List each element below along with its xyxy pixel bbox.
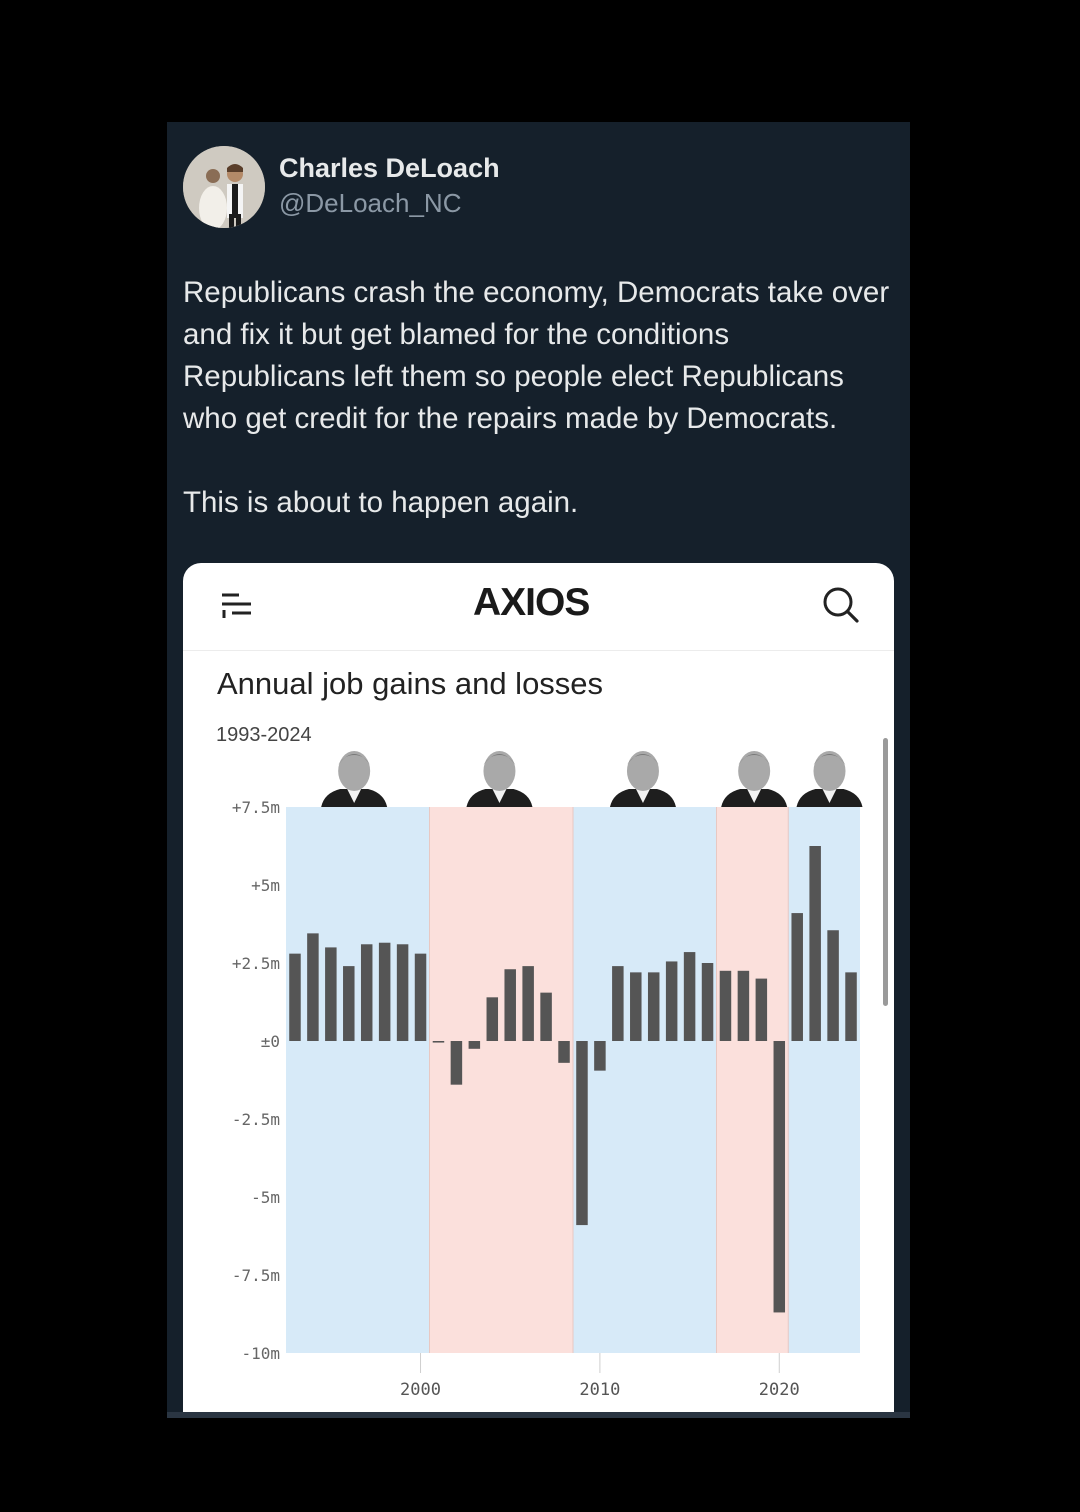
card-scrollbar[interactable] — [883, 738, 888, 1006]
bar-2013 — [647, 972, 660, 1041]
embedded-image-card[interactable]: AXIOS Annual job gains and losses 1993-2… — [183, 563, 894, 1418]
bar-2007 — [540, 992, 552, 1041]
portrait-collar — [347, 789, 362, 803]
menu-icon[interactable] — [219, 590, 255, 620]
job-gains-chart: +7.5m +5m +2.5m ±0 -2.5m -5m -7.5m -10m 2000 201… — [232, 751, 863, 1400]
portrait-collar — [822, 789, 837, 803]
bar-1997 — [360, 944, 373, 1041]
tweet-paragraph-2: This is about to happen again. — [183, 486, 579, 519]
x-tick-label: 2000 — [400, 1380, 441, 1400]
bar-2006 — [522, 966, 534, 1041]
bar-2016 — [701, 963, 714, 1041]
portrait-face — [626, 751, 659, 791]
bar-2012 — [630, 972, 642, 1041]
x-tick-label: 2010 — [579, 1380, 620, 1400]
portrait-hair — [483, 754, 516, 765]
portrait-face — [813, 751, 846, 791]
bar-1993 — [289, 953, 301, 1041]
bar-1998 — [378, 942, 391, 1041]
bar-2001 — [432, 1041, 445, 1043]
president-portrait-2 — [466, 751, 533, 807]
bar-2024 — [845, 972, 857, 1041]
author-avatar[interactable] — [183, 146, 265, 228]
bar-2008 — [558, 1041, 570, 1063]
president-portraits — [321, 751, 863, 807]
portrait-face — [483, 751, 516, 791]
president-portrait-3 — [609, 751, 676, 807]
bar-2009 — [576, 1041, 588, 1226]
president-portrait-5 — [796, 751, 863, 807]
bar-1995 — [325, 947, 337, 1041]
y-tick-label: -5m — [251, 1188, 280, 1207]
x-tick-label: 2020 — [759, 1380, 800, 1400]
y-tick-label: -7.5m — [232, 1266, 280, 1285]
y-tick-label: ±0 — [261, 1032, 280, 1051]
chart-title: Annual job gains and losses — [217, 666, 604, 701]
portrait-hair — [738, 754, 771, 765]
x-axis: 2000 2010 2020 — [400, 1353, 800, 1400]
administration-shading — [286, 807, 860, 1353]
bar-2022 — [809, 846, 821, 1041]
president-portrait-4 — [721, 751, 788, 807]
y-tick-label: +2.5m — [232, 954, 280, 973]
tweet-paragraph-1: Republicans crash the economy, Democrats… — [183, 276, 890, 435]
portrait-collar — [635, 789, 650, 803]
y-tick-label: -2.5m — [232, 1110, 280, 1129]
shade-democratic-4 — [788, 807, 860, 1353]
bar-2020 — [773, 1041, 786, 1313]
bar-2002 — [450, 1041, 463, 1085]
shade-democratic-2 — [573, 807, 717, 1353]
bar-2010 — [594, 1041, 606, 1071]
president-portrait-1 — [321, 751, 388, 807]
portrait-hair — [338, 754, 371, 765]
author-name[interactable]: Charles DeLoach — [279, 153, 500, 183]
bar-2005 — [504, 969, 516, 1041]
bar-1994 — [307, 933, 319, 1041]
search-icon[interactable] — [821, 585, 861, 625]
portrait-face — [738, 751, 771, 791]
bar-1996 — [343, 966, 355, 1041]
portrait-collar — [747, 789, 762, 803]
tweet-container: Charles DeLoach @DeLoach_NC Republicans … — [167, 122, 910, 1418]
y-tick-label: +7.5m — [232, 798, 280, 817]
bar-2017 — [719, 970, 732, 1041]
avatar-photo — [183, 146, 265, 228]
shade-democratic-0 — [286, 807, 430, 1353]
bar-2003 — [468, 1041, 481, 1049]
axios-header: AXIOS — [183, 563, 894, 651]
bar-2023 — [827, 930, 839, 1041]
y-tick-label: +5m — [251, 876, 280, 895]
author-handle[interactable]: @DeLoach_NC — [279, 188, 462, 218]
bar-2014 — [665, 961, 678, 1041]
bar-2018 — [737, 970, 750, 1041]
bar-2021 — [791, 913, 803, 1041]
bars — [289, 846, 857, 1313]
portrait-hair — [626, 754, 659, 765]
portrait-face — [338, 751, 371, 791]
bar-2019 — [755, 978, 768, 1041]
tweet-text: Republicans crash the economy, Democrats… — [183, 272, 898, 524]
portrait-collar — [492, 789, 507, 803]
y-tick-label: -10m — [241, 1344, 280, 1363]
bar-2000 — [414, 953, 427, 1041]
y-axis: +7.5m +5m +2.5m ±0 -2.5m -5m -7.5m -10m — [232, 798, 280, 1363]
portrait-hair — [813, 754, 846, 765]
axios-logo[interactable]: AXIOS — [473, 581, 590, 624]
bar-1999 — [396, 944, 409, 1041]
bar-2015 — [683, 952, 696, 1041]
chart-subtitle: 1993-2024 — [216, 724, 312, 746]
tweet-bottom-border — [167, 1412, 910, 1418]
bar-2004 — [486, 997, 499, 1041]
bar-2011 — [612, 966, 624, 1041]
